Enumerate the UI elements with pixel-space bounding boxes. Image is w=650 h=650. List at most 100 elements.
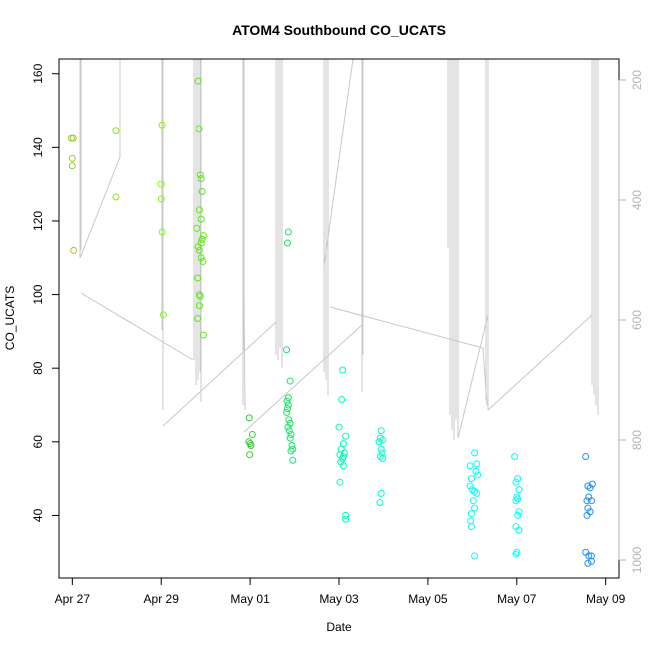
data-point xyxy=(158,228,166,236)
data-point xyxy=(512,550,520,558)
data-point xyxy=(197,215,205,223)
data-point xyxy=(284,423,292,431)
data-point xyxy=(196,292,204,300)
data-point xyxy=(198,235,206,243)
data-point xyxy=(197,175,205,183)
data-point xyxy=(286,377,294,385)
data-point xyxy=(376,453,384,461)
data-point xyxy=(194,243,202,251)
data-point xyxy=(514,511,522,519)
data-point xyxy=(584,559,592,567)
data-point xyxy=(467,522,475,530)
data-point xyxy=(336,478,344,486)
data-point xyxy=(515,486,523,494)
x-tick-label: May 05 xyxy=(408,592,448,606)
data-point xyxy=(198,188,206,196)
y-tick-label: 80 xyxy=(31,361,45,375)
data-point xyxy=(582,453,590,461)
data-point xyxy=(195,246,203,254)
data-point xyxy=(474,471,482,479)
data-point xyxy=(376,499,384,507)
data-point xyxy=(471,504,479,512)
data-point xyxy=(379,436,387,444)
x-axis-label: Date xyxy=(326,620,352,634)
y2-axis: 200 400 600 800 1000 xyxy=(618,70,644,573)
data-point xyxy=(467,510,475,518)
data-point xyxy=(199,257,207,265)
data-point xyxy=(157,195,165,203)
profile-line xyxy=(323,58,354,267)
data-point xyxy=(473,489,481,497)
data-point xyxy=(515,526,523,534)
data-point xyxy=(283,405,291,413)
y-axis-label: CO_UCATS xyxy=(3,286,17,350)
x-tick-label: May 03 xyxy=(319,592,359,606)
chart-title: ATOM4 Southbound CO_UCATS xyxy=(232,22,446,38)
data-point xyxy=(583,511,591,519)
data-point xyxy=(342,511,350,519)
data-point xyxy=(471,552,479,560)
x-tick-label: May 01 xyxy=(230,592,270,606)
data-point xyxy=(283,239,291,247)
data-point xyxy=(342,432,350,440)
data-point xyxy=(466,482,474,490)
data-point xyxy=(112,193,120,201)
x-tick-label: Apr 29 xyxy=(144,592,180,606)
data-point xyxy=(286,419,294,427)
y-tick-label: 40 xyxy=(31,508,45,522)
profile-line xyxy=(79,59,121,259)
x-tick-label: May 09 xyxy=(586,592,626,606)
data-point xyxy=(70,246,78,254)
profile-line xyxy=(243,324,363,433)
x-tick-label: Apr 27 xyxy=(55,592,91,606)
data-point xyxy=(377,489,385,497)
data-point xyxy=(285,416,293,424)
data-point xyxy=(375,438,383,446)
data-point xyxy=(585,552,593,560)
data-point xyxy=(159,311,167,319)
data-point xyxy=(289,456,297,464)
profile-line xyxy=(487,314,593,411)
profile-line xyxy=(162,321,277,427)
data-point xyxy=(287,447,295,455)
profile-line xyxy=(80,292,194,361)
data-points xyxy=(67,77,596,567)
data-point xyxy=(471,488,479,495)
data-point xyxy=(193,224,201,232)
data-point xyxy=(248,430,256,438)
data-point xyxy=(157,180,165,188)
data-point xyxy=(471,449,479,457)
data-point xyxy=(466,462,474,470)
data-point xyxy=(283,397,291,405)
data-point xyxy=(588,480,596,488)
data-point xyxy=(587,557,595,565)
data-point xyxy=(195,206,203,214)
data-point xyxy=(376,434,384,442)
data-point xyxy=(584,482,592,490)
data-point xyxy=(195,125,203,133)
data-point xyxy=(284,394,292,402)
x-axis: Apr 27 Apr 29 May 01 May 03 May 05 May 07 May … xyxy=(55,577,626,606)
data-point xyxy=(511,453,519,461)
data-point xyxy=(195,302,203,310)
y-tick-label: 60 xyxy=(31,435,45,449)
data-point xyxy=(468,486,476,494)
data-point xyxy=(196,171,204,179)
data-point xyxy=(247,441,255,449)
data-point xyxy=(338,395,346,403)
data-point xyxy=(514,495,522,503)
altitude-profile-lines xyxy=(79,58,599,440)
data-point xyxy=(587,497,595,505)
data-point xyxy=(377,427,385,435)
data-point xyxy=(467,475,475,483)
y2-tick-label: 400 xyxy=(630,190,644,210)
data-point xyxy=(339,366,347,374)
data-point xyxy=(283,408,291,416)
data-point xyxy=(194,274,202,282)
data-point xyxy=(379,454,387,462)
data-point xyxy=(246,451,254,459)
data-point xyxy=(583,497,591,505)
data-point xyxy=(245,414,253,422)
